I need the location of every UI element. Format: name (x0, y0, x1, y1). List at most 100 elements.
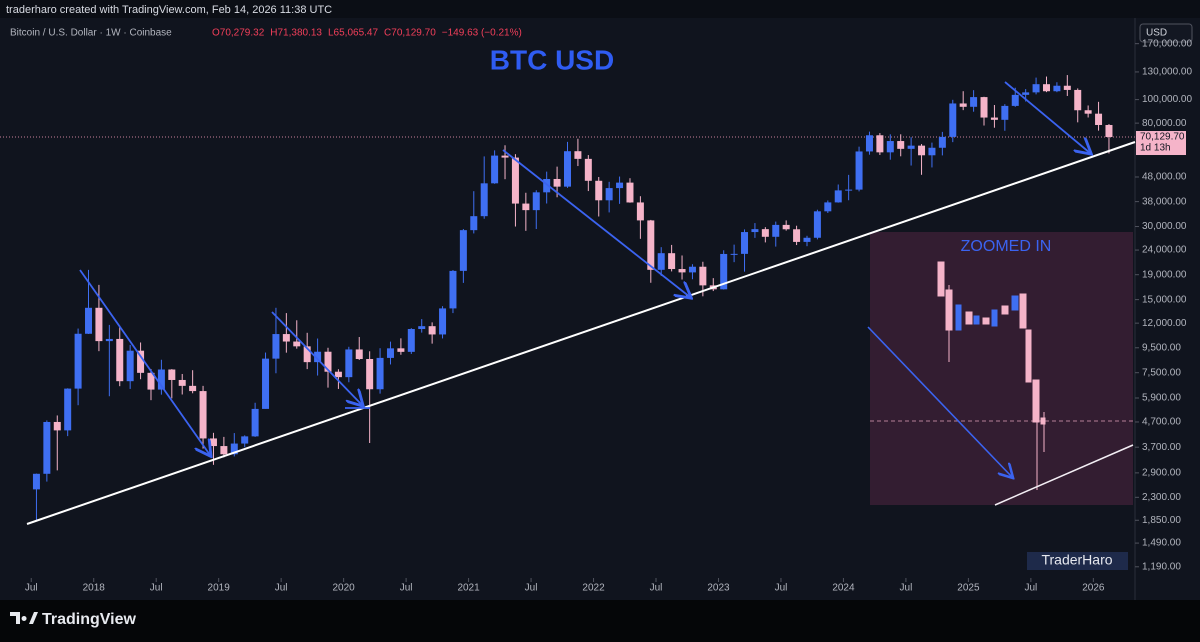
candle-body (293, 341, 301, 347)
candle-body (282, 334, 290, 342)
y-tick-label: 1,850.00 (1142, 515, 1181, 526)
candle-body (522, 203, 530, 211)
y-tick-label: 1,190.00 (1142, 561, 1181, 572)
y-tick-label: 2,900.00 (1142, 468, 1181, 479)
inset-support-line (994, 444, 1134, 506)
currency-box[interactable] (1139, 23, 1193, 43)
candle-body (1001, 105, 1009, 120)
candle-body (553, 178, 561, 187)
x-tick-label: 2018 (83, 583, 106, 594)
candle-body (688, 266, 696, 273)
candle-body (918, 145, 926, 156)
candle-body (1095, 113, 1103, 125)
candle-body (803, 237, 811, 242)
candle-body (865, 135, 873, 152)
y-tick-label: 38,000.00 (1142, 196, 1187, 207)
candle-body (1105, 124, 1113, 138)
candle-body (907, 145, 915, 149)
candle-body (1053, 85, 1061, 92)
candle-body (439, 308, 447, 335)
candle-body (626, 182, 634, 203)
candle-body (1011, 94, 1019, 106)
x-tick-label: Jul (400, 583, 413, 594)
trend-arrows (79, 81, 1090, 455)
candle-body (897, 141, 905, 149)
credit: traderharo created with TradingView.com,… (6, 4, 332, 16)
candle-body (616, 182, 624, 189)
candle-body (230, 443, 238, 455)
candle-body (980, 97, 988, 118)
candle-body (32, 473, 40, 490)
brand-logo (10, 612, 38, 624)
candle-body (751, 229, 759, 233)
inset-arrow (867, 326, 1012, 477)
x-tick-label: Jul (900, 583, 913, 594)
candle-body (199, 391, 207, 439)
y-tick-label: 15,000.00 (1142, 294, 1187, 305)
y-tick-label: 2,300.00 (1142, 492, 1181, 503)
candle-body (178, 379, 186, 386)
x-tick-label: 2019 (208, 583, 231, 594)
candle-body (720, 253, 728, 290)
candle-body (345, 349, 353, 378)
candle-body (262, 358, 270, 409)
candle-body (64, 388, 72, 431)
inset-candles (937, 261, 1046, 490)
candle-body (1042, 84, 1050, 92)
y-tick-label: 130,000.00 (1142, 67, 1192, 78)
x-tick-label: 2021 (457, 583, 480, 594)
candle-body (657, 253, 665, 270)
candle-body (272, 334, 280, 359)
candle-body (334, 371, 342, 378)
candle-body (855, 151, 863, 190)
candle-body (95, 307, 103, 342)
candle-body (43, 421, 51, 474)
candle-body (324, 351, 332, 372)
candle-body (105, 338, 113, 342)
legend-symbol: Bitcoin / U.S. Dollar · 1W · Coinbase (10, 28, 172, 39)
y-tick-label: 24,000.00 (1142, 245, 1187, 256)
candle-body (1022, 92, 1030, 95)
candle-body (761, 229, 769, 237)
x-tick-label: Jul (150, 583, 163, 594)
x-tick-label: Jul (1024, 583, 1037, 594)
candle-body (418, 326, 426, 330)
candle-body (168, 369, 176, 380)
candle-body (595, 180, 603, 201)
candle-body (564, 151, 571, 187)
candle-body (85, 307, 93, 334)
candle-body (772, 224, 780, 237)
candle-body (449, 270, 457, 309)
price-label: 70,129.70 (1140, 132, 1185, 143)
candle-body (678, 269, 686, 273)
plot: 170,000.00 130,000.00 100,000.00 80,000.00 4… (0, 38, 1192, 594)
candle-body (949, 103, 957, 137)
y-tick-label: 4,700.00 (1142, 417, 1181, 428)
footer (0, 600, 1200, 642)
x-tick-label: Jul (25, 583, 38, 594)
candle-body (699, 266, 707, 286)
candle-body (647, 220, 655, 270)
x-tick-label: 2026 (1082, 583, 1105, 594)
zoom-label: ZOOMED IN (961, 238, 1052, 255)
candle-body (355, 349, 363, 360)
candle-body (491, 155, 499, 184)
candle-body (314, 351, 322, 363)
candle-body (480, 183, 488, 217)
candle-body (1084, 110, 1092, 114)
candle-body (730, 253, 738, 255)
legend-value: O70,279.32 (212, 28, 265, 39)
candle-body (990, 117, 998, 120)
x-tick-label: 2024 (832, 583, 855, 594)
candle-body (501, 155, 509, 158)
candle-body (845, 189, 853, 191)
legend-value: −149.63 (−0.21%) (442, 28, 522, 39)
brand: TradingView (42, 611, 137, 628)
watermark-box (1027, 552, 1128, 570)
candle-body (1063, 85, 1071, 90)
y-tick-label: 5,900.00 (1142, 393, 1181, 404)
legend-values: O70,279.32 H71,380.13 L65,065.47 C70,129.70… (212, 28, 522, 39)
candle-body (834, 190, 842, 203)
candle-body (959, 103, 967, 107)
x-tick-label: Jul (775, 583, 788, 594)
